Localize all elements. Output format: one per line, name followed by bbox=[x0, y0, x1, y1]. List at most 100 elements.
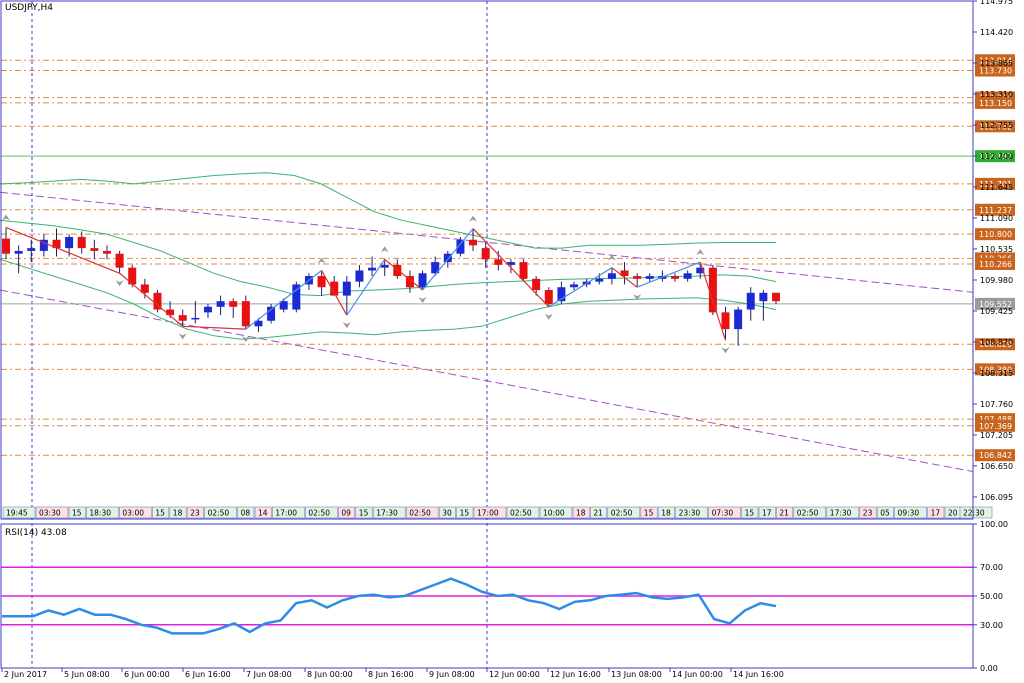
candle-up bbox=[607, 273, 616, 279]
time-tag-box bbox=[776, 506, 794, 519]
price-tick-label: 114.420 bbox=[980, 28, 1013, 37]
candle-up bbox=[759, 292, 768, 302]
time-tag-box bbox=[959, 506, 993, 519]
time-tag-box bbox=[405, 506, 439, 519]
price-level-label-bg bbox=[975, 150, 1015, 163]
date-tick-label: 5 Jun 08:00 bbox=[64, 670, 110, 679]
time-tag: 03:30 bbox=[39, 509, 61, 518]
price-tick-label: 113.310 bbox=[980, 90, 1013, 99]
time-tag: 10:00 bbox=[543, 509, 565, 518]
date-tick-label: 9 Jun 08:00 bbox=[429, 670, 475, 679]
time-tag-box bbox=[473, 506, 507, 519]
candle-down bbox=[77, 236, 86, 249]
rsi-tick-label: 100.00 bbox=[980, 520, 1008, 529]
candle-down bbox=[708, 267, 717, 313]
date-tick-label: 12 Jun 00:00 bbox=[489, 670, 540, 679]
rsi-tick-label: 70.00 bbox=[980, 563, 1003, 572]
candle-up bbox=[191, 317, 200, 320]
candle-up bbox=[696, 267, 705, 274]
zigzag-segment bbox=[182, 325, 246, 330]
candle-up bbox=[418, 273, 427, 288]
price-level-label: 111.701 bbox=[979, 180, 1012, 189]
time-tag-box bbox=[741, 506, 759, 519]
candle-up bbox=[380, 264, 389, 268]
candle-down bbox=[481, 248, 490, 260]
candle-up bbox=[267, 306, 276, 321]
zigzag-segment bbox=[699, 261, 727, 341]
time-tag: 14 bbox=[258, 509, 268, 518]
price-tick-label: 107.760 bbox=[980, 400, 1013, 409]
price-level-label: 113.150 bbox=[979, 99, 1012, 108]
candle-up bbox=[39, 239, 48, 251]
price-tick-label: 106.095 bbox=[980, 493, 1013, 502]
candle-up bbox=[216, 301, 225, 307]
price-plot-area[interactable]: 113.914113.730113.246113.150112.732112.1… bbox=[0, 0, 1015, 668]
candle-up bbox=[456, 239, 465, 254]
candle-up bbox=[557, 287, 566, 302]
candle-up bbox=[65, 236, 74, 249]
time-tag-box bbox=[894, 506, 927, 519]
time-tag-box bbox=[68, 506, 86, 519]
fractal-marker bbox=[544, 313, 553, 320]
candle-up bbox=[746, 292, 755, 310]
date-tick-label: 7 Jun 08:00 bbox=[246, 670, 292, 679]
fractal-marker bbox=[342, 322, 351, 329]
time-tag: 22:30 bbox=[963, 509, 985, 518]
price-tick-label: 111.645 bbox=[980, 183, 1013, 192]
time-tag: 02:50 bbox=[208, 509, 230, 518]
bollinger-upper-line bbox=[0, 172, 776, 249]
time-tag: 15 bbox=[359, 509, 369, 518]
candle-up bbox=[14, 250, 23, 254]
candle-down bbox=[393, 264, 402, 277]
time-tag-box bbox=[675, 506, 708, 519]
rsi-tick-label: 30.00 bbox=[980, 621, 1003, 630]
time-tag: 02:50 bbox=[611, 509, 633, 518]
time-tag-box bbox=[826, 506, 860, 519]
time-tag-box bbox=[305, 506, 338, 519]
date-tick-label: 12 Jun 16:00 bbox=[550, 670, 601, 679]
price-tick-label: 112.200 bbox=[980, 152, 1013, 161]
candle-down bbox=[241, 301, 250, 327]
zigzag-segment bbox=[422, 228, 474, 291]
price-tick-label: 108.315 bbox=[980, 369, 1013, 378]
time-tag: 23:30 bbox=[679, 509, 701, 518]
time-tag-box bbox=[355, 506, 373, 519]
candle-up bbox=[203, 306, 212, 313]
candle-up bbox=[683, 273, 692, 279]
rsi-plot-area[interactable]: 100.00 70.00 50.00 30.00 0.00 2 Jun 2017 5 Jun… bbox=[1, 520, 1008, 679]
zigzag-segment bbox=[119, 272, 184, 327]
candle-up bbox=[506, 262, 515, 265]
channel-lower-line bbox=[0, 289, 974, 473]
time-tag: 15 bbox=[644, 509, 654, 518]
fractal-marker bbox=[721, 347, 730, 354]
price-level-label: 108.829 bbox=[979, 340, 1012, 349]
candle-up bbox=[355, 270, 364, 282]
price-level-label: 110.266 bbox=[979, 260, 1012, 269]
candle-down bbox=[115, 253, 124, 268]
date-tick-label: 14 Jun 16:00 bbox=[733, 670, 784, 679]
fractal-marker bbox=[2, 214, 10, 221]
price-tick-label: 110.535 bbox=[980, 245, 1013, 254]
price-level-label-bg bbox=[975, 338, 1015, 351]
fractal-marker bbox=[696, 249, 705, 256]
time-tag-box bbox=[859, 506, 877, 519]
zigzag-segment bbox=[346, 258, 386, 316]
price-level-label: 113.730 bbox=[979, 67, 1012, 76]
time-tag: 05 bbox=[880, 509, 890, 518]
time-tag: 23 bbox=[190, 509, 200, 518]
time-tag: 08 bbox=[241, 509, 251, 518]
fractal-marker bbox=[633, 294, 642, 301]
fractal-marker bbox=[418, 297, 427, 304]
time-tag-box bbox=[186, 506, 204, 519]
time-tag-box bbox=[793, 506, 827, 519]
price-tick-label: 113.865 bbox=[980, 59, 1013, 68]
price-tick-label: 112.755 bbox=[980, 121, 1013, 130]
candle-down bbox=[153, 292, 162, 310]
zigzag-segment bbox=[636, 261, 701, 288]
time-tag-box bbox=[438, 506, 456, 519]
candle-up bbox=[734, 309, 743, 330]
time-tag-box bbox=[254, 506, 272, 519]
price-level-label: 107.488 bbox=[979, 415, 1012, 424]
candle-down bbox=[317, 276, 326, 288]
